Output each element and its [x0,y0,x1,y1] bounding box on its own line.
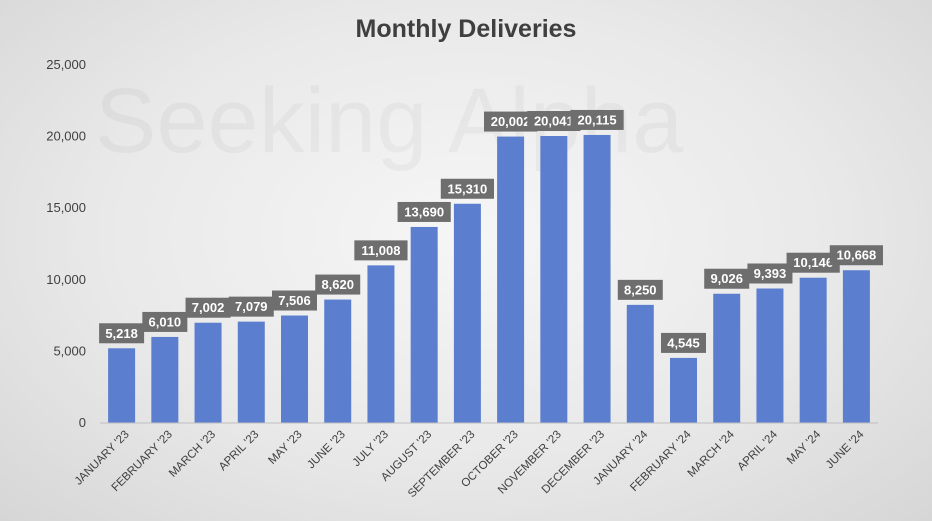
bar [151,336,179,423]
bar [367,265,395,423]
data-label-box [661,332,706,353]
data-label: 7,002 [192,300,225,315]
x-tick-label: MAY '23 [266,429,304,467]
data-label-box [829,245,883,266]
y-axis: 0 5,000 10,000 15,000 20,000 25,000 [46,57,86,430]
data-label-box [397,201,451,222]
data-label: 20,115 [578,112,617,127]
bar [453,203,481,423]
data-label-box [747,263,793,284]
bars [108,134,870,424]
data-label: 7,506 [278,293,311,308]
data-label: 9,393 [754,266,787,281]
data-label-box [354,240,408,261]
data-label-box [99,323,145,344]
bar [497,136,525,424]
bar [108,348,136,423]
y-tick-label: 25,000 [46,57,86,72]
data-labels: 5,218 6,010 7,002 7,079 7,506 8,620 11,008 13,6… [99,109,883,353]
y-tick-label: 5,000 [53,343,86,358]
x-tick-label: JULY '23 [351,429,391,469]
chart-title: Monthly Deliveries [356,15,577,43]
data-label: 15,310 [448,181,488,196]
y-tick-label: 15,000 [46,200,86,215]
bar [626,304,654,423]
data-label: 4,545 [667,335,700,350]
bar [194,322,222,423]
data-label: 20,041 [534,114,574,129]
bar [713,293,741,423]
x-tick-label: MAY '24 [785,428,824,467]
data-label-box [228,296,274,317]
data-label-box [617,279,663,300]
bar [410,226,438,423]
bar [670,357,697,423]
x-tick-label: JUNE '24 [824,428,867,471]
data-label: 8,620 [321,277,354,292]
data-label: 10,668 [837,248,877,263]
bar [583,134,611,424]
data-label-box [704,268,750,289]
y-tick-label: 20,000 [46,129,86,144]
bar [540,136,568,423]
bar [842,270,870,423]
data-label-box [440,178,494,199]
data-label-box [570,109,624,130]
data-label-box [185,297,231,318]
bar [281,315,308,423]
data-label-box [142,311,188,332]
data-label-box [786,252,840,273]
x-tick-label: APRIL '24 [736,428,781,473]
x-tick-label: MARCH '24 [686,428,738,480]
data-label: 9,026 [710,271,743,286]
bar [799,277,827,423]
data-label: 10,146 [793,255,833,270]
x-tick-label: JUNE '23 [305,429,348,472]
data-label: 6,010 [149,314,182,329]
data-label: 7,079 [235,299,268,314]
data-label-box [272,290,317,311]
data-label-box [484,111,538,132]
x-tick-label: APRIL '23 [217,429,262,474]
data-label: 5,218 [105,326,138,341]
data-label: 13,690 [404,204,444,219]
data-label: 11,008 [361,243,400,258]
bar [756,288,784,423]
x-tick-label: MARCH '23 [167,429,218,480]
data-label-box [527,111,581,132]
y-tick-label: 0 [79,415,86,430]
data-label-box [315,274,361,295]
data-label: 8,250 [624,282,657,297]
bar [324,299,352,423]
y-tick-label: 10,000 [46,272,86,287]
data-label: 20,002 [491,114,531,129]
bar [237,321,265,423]
